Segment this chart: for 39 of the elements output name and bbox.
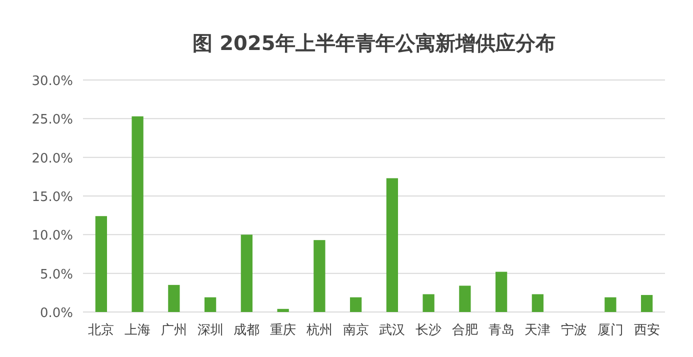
x-tick-label: 北京 [88, 323, 114, 338]
x-tick-label: 西安 [634, 322, 660, 338]
x-tick-label: 广州 [160, 323, 187, 338]
bar [386, 178, 398, 312]
x-tick-label: 天津 [524, 323, 551, 338]
bar [459, 286, 471, 312]
x-tick-label: 青岛 [488, 323, 514, 338]
bar [132, 116, 144, 312]
bar [640, 294, 653, 312]
x-tick-label: 重庆 [270, 323, 296, 338]
bar [314, 240, 326, 312]
y-tick-label: 30.0% [32, 74, 73, 89]
x-tick-label: 南京 [342, 323, 369, 338]
bar [240, 234, 253, 312]
x-tick-label: 长沙 [416, 323, 442, 338]
y-tick-label: 5.0% [40, 267, 73, 282]
bar [204, 297, 216, 312]
x-tick-label: 合肥 [452, 323, 478, 338]
x-tick-label: 厦门 [597, 322, 624, 338]
bar [495, 272, 508, 312]
bar [604, 297, 616, 312]
y-tick-label: 20.0% [32, 151, 73, 166]
bar [95, 216, 108, 312]
bar [168, 284, 180, 312]
x-tick-label: 上海 [124, 323, 151, 338]
x-tick-label: 武汉 [379, 323, 406, 338]
x-tick-label: 深圳 [197, 323, 224, 338]
y-tick-label: 0.0% [40, 306, 73, 321]
y-tick-label: 25.0% [32, 112, 73, 128]
y-tick-label: 15.0% [32, 190, 73, 205]
x-tick-label: 宁波 [561, 322, 588, 338]
bar [532, 294, 544, 312]
y-tick-label: 10.0% [32, 228, 73, 244]
x-tick-label: 杭州 [305, 323, 332, 338]
bar [422, 294, 434, 312]
bar [350, 297, 362, 312]
chart-title: 图 2025年上半年青年公寓新增供应分布 [192, 31, 556, 55]
bar [277, 308, 289, 312]
x-tick-label: 成都 [234, 323, 260, 338]
